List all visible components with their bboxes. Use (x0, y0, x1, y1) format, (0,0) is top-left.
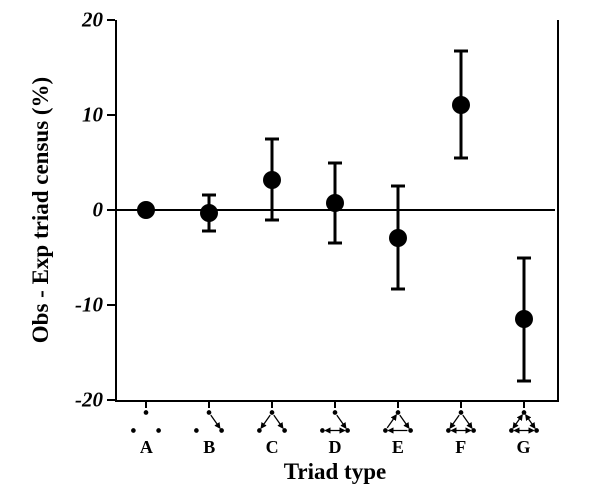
ytick-label: 0 (93, 198, 104, 223)
triad-glyph-icon (128, 408, 164, 440)
error-cap (265, 219, 279, 222)
xtick (523, 400, 525, 408)
error-cap (328, 162, 342, 165)
ytick-label: -20 (75, 388, 103, 413)
error-cap (517, 256, 531, 259)
y-axis-title: Obs - Exp triad census (%) (28, 77, 54, 343)
triad-glyph-icon (506, 408, 542, 440)
triad-glyph-icon (443, 408, 479, 440)
xtick-label: D (329, 437, 342, 458)
x-axis-title: Triad type (284, 459, 386, 485)
triad-glyph-icon (317, 408, 353, 440)
error-cap (454, 50, 468, 53)
data-point (137, 201, 155, 219)
data-point (515, 310, 533, 328)
ytick (107, 114, 115, 116)
ytick-label: 20 (82, 8, 103, 33)
ytick-label: 10 (82, 103, 103, 128)
triad-glyph-icon (380, 408, 416, 440)
data-point (389, 229, 407, 247)
xtick-label: A (140, 437, 153, 458)
xtick (460, 400, 462, 408)
data-point (263, 171, 281, 189)
triad-glyph-icon (254, 408, 290, 440)
ytick (107, 304, 115, 306)
ytick (107, 209, 115, 211)
error-cap (202, 193, 216, 196)
error-cap (517, 380, 531, 383)
xtick (208, 400, 210, 408)
ytick (107, 399, 115, 401)
xtick (145, 400, 147, 408)
ytick (107, 19, 115, 21)
xtick (397, 400, 399, 408)
error-cap (328, 242, 342, 245)
xtick-label: G (517, 437, 531, 458)
xtick (334, 400, 336, 408)
xtick (271, 400, 273, 408)
error-cap (391, 185, 405, 188)
xtick-label: E (392, 437, 404, 458)
data-point (452, 96, 470, 114)
error-cap (202, 229, 216, 232)
chart-root: -20 -10 0 10 20 Obs - Exp triad census (%) A B C… (0, 0, 600, 504)
error-cap (454, 156, 468, 159)
data-point (326, 194, 344, 212)
error-cap (265, 137, 279, 140)
error-cap (391, 287, 405, 290)
ytick-label: -10 (75, 293, 103, 318)
xtick-label: F (455, 437, 466, 458)
xtick-label: C (266, 437, 279, 458)
data-point (200, 204, 218, 222)
xtick-label: B (203, 437, 215, 458)
triad-glyph-icon (191, 408, 227, 440)
